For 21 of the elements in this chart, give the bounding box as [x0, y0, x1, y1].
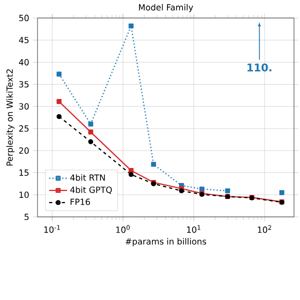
y-tick-label: 50: [19, 14, 29, 22]
y-tick-label: 30: [19, 103, 29, 110]
legend-label: 4bit RTN: [70, 174, 105, 181]
y-tick-label: 25: [19, 125, 29, 132]
y-tick-label: 35: [19, 81, 29, 88]
x-tick-label: 10$^{2}$: [258, 225, 272, 233]
y-tick-label: 10: [19, 192, 29, 198]
x-axis-title: #params in billions: [126, 238, 206, 246]
legend-label: 4bit GPTQ: [70, 186, 112, 194]
y-axis-title: Perplexity on WikiText2: [6, 69, 14, 166]
annotation: 110.: [248, 63, 272, 72]
chart-title: Model Family: [139, 4, 194, 12]
y-tick-label: 15: [19, 170, 29, 176]
x-tick-label: 10$^{0}$: [116, 225, 130, 233]
x-tick-label: 10$^{-1}$: [44, 225, 60, 233]
y-tick-label: 20: [19, 147, 29, 154]
x-tick-label: 10$^{1}$: [187, 225, 200, 233]
y-tick-label: 45: [18, 36, 29, 44]
y-tick-label: 5: [24, 214, 29, 220]
y-tick-label: 40: [18, 59, 29, 66]
legend-label: FP16: [70, 198, 90, 206]
